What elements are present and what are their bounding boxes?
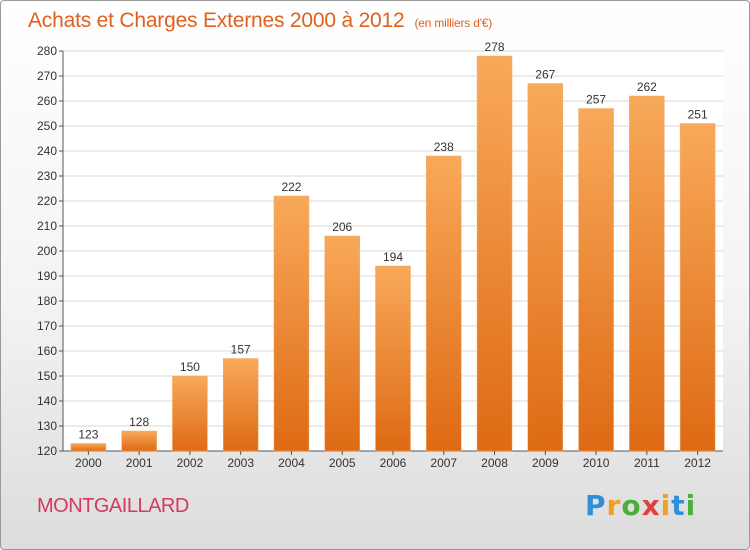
y-tick-label: 160 bbox=[37, 344, 57, 358]
y-tick-label: 270 bbox=[37, 69, 57, 83]
bar-value-label: 251 bbox=[688, 108, 708, 122]
y-tick-label: 180 bbox=[37, 294, 57, 308]
bar bbox=[375, 265, 411, 452]
bar bbox=[629, 95, 665, 452]
x-tick-label: 2011 bbox=[634, 456, 660, 470]
bar bbox=[273, 195, 310, 452]
bar bbox=[172, 375, 208, 452]
x-tick-label: 2007 bbox=[430, 456, 457, 470]
bar-value-label: 257 bbox=[586, 93, 606, 107]
bar-value-label: 128 bbox=[129, 415, 149, 429]
x-tick-label: 2004 bbox=[278, 456, 305, 470]
bar bbox=[679, 123, 716, 452]
bar-value-label: 157 bbox=[231, 343, 251, 357]
logo-letter: P bbox=[585, 489, 607, 522]
bar bbox=[527, 83, 564, 452]
bar bbox=[426, 155, 462, 452]
bar-value-label: 194 bbox=[383, 250, 403, 264]
commune-name: MONTGAILLARD bbox=[37, 495, 189, 517]
y-tick-label: 220 bbox=[37, 194, 57, 208]
y-tick-label: 190 bbox=[37, 269, 57, 283]
logo-letter: t bbox=[671, 489, 686, 522]
bar-value-label: 238 bbox=[434, 140, 454, 154]
y-tick-label: 280 bbox=[37, 44, 57, 58]
x-tick-label: 2001 bbox=[126, 456, 153, 470]
y-tick-label: 150 bbox=[37, 369, 57, 383]
y-tick-label: 200 bbox=[37, 244, 57, 258]
bar bbox=[222, 358, 259, 452]
y-tick-label: 230 bbox=[37, 169, 57, 183]
bar bbox=[578, 108, 614, 452]
y-tick-label: 250 bbox=[37, 119, 57, 133]
logo-letter: o bbox=[621, 489, 642, 522]
y-tick-label: 120 bbox=[37, 444, 57, 458]
x-tick-label: 2008 bbox=[481, 456, 508, 470]
x-tick-label: 2003 bbox=[227, 456, 254, 470]
y-tick-label: 210 bbox=[37, 219, 57, 233]
bar-value-label: 206 bbox=[332, 220, 352, 234]
bar-value-label: 278 bbox=[485, 40, 505, 54]
x-tick-label: 2012 bbox=[684, 456, 711, 470]
x-tick-label: 2006 bbox=[380, 456, 407, 470]
logo-letter: x bbox=[641, 489, 661, 522]
bar-value-label: 123 bbox=[78, 428, 98, 442]
bar-value-label: 222 bbox=[281, 180, 301, 194]
bar bbox=[476, 55, 513, 452]
bar-value-label: 267 bbox=[535, 68, 555, 82]
logo-letter: r bbox=[606, 489, 622, 522]
logo-letter: i bbox=[685, 489, 697, 522]
y-tick-label: 140 bbox=[37, 394, 57, 408]
bar bbox=[121, 430, 157, 452]
bar-value-label: 150 bbox=[180, 360, 200, 374]
unit-label: (en milliers d'€) bbox=[414, 16, 493, 30]
proxiti-logo: Proxiti bbox=[585, 489, 696, 522]
logo-letter: i bbox=[660, 489, 672, 522]
chart-title: Achats et Charges Externes 2000 à 2012 (e… bbox=[28, 9, 492, 33]
bar-value-label: 262 bbox=[637, 80, 657, 94]
y-tick-label: 260 bbox=[37, 94, 57, 108]
y-tick-label: 130 bbox=[37, 419, 57, 433]
bar bbox=[324, 235, 360, 452]
y-tick-label: 240 bbox=[37, 144, 57, 158]
bar bbox=[70, 443, 107, 452]
x-tick-label: 2010 bbox=[583, 456, 610, 470]
y-tick-label: 170 bbox=[37, 319, 57, 333]
x-tick-label: 2000 bbox=[75, 456, 102, 470]
title-text: Achats et Charges Externes 2000 à 2012 bbox=[28, 9, 405, 32]
x-tick-label: 2009 bbox=[532, 456, 559, 470]
x-tick-label: 2005 bbox=[329, 456, 356, 470]
x-tick-label: 2002 bbox=[177, 456, 204, 470]
